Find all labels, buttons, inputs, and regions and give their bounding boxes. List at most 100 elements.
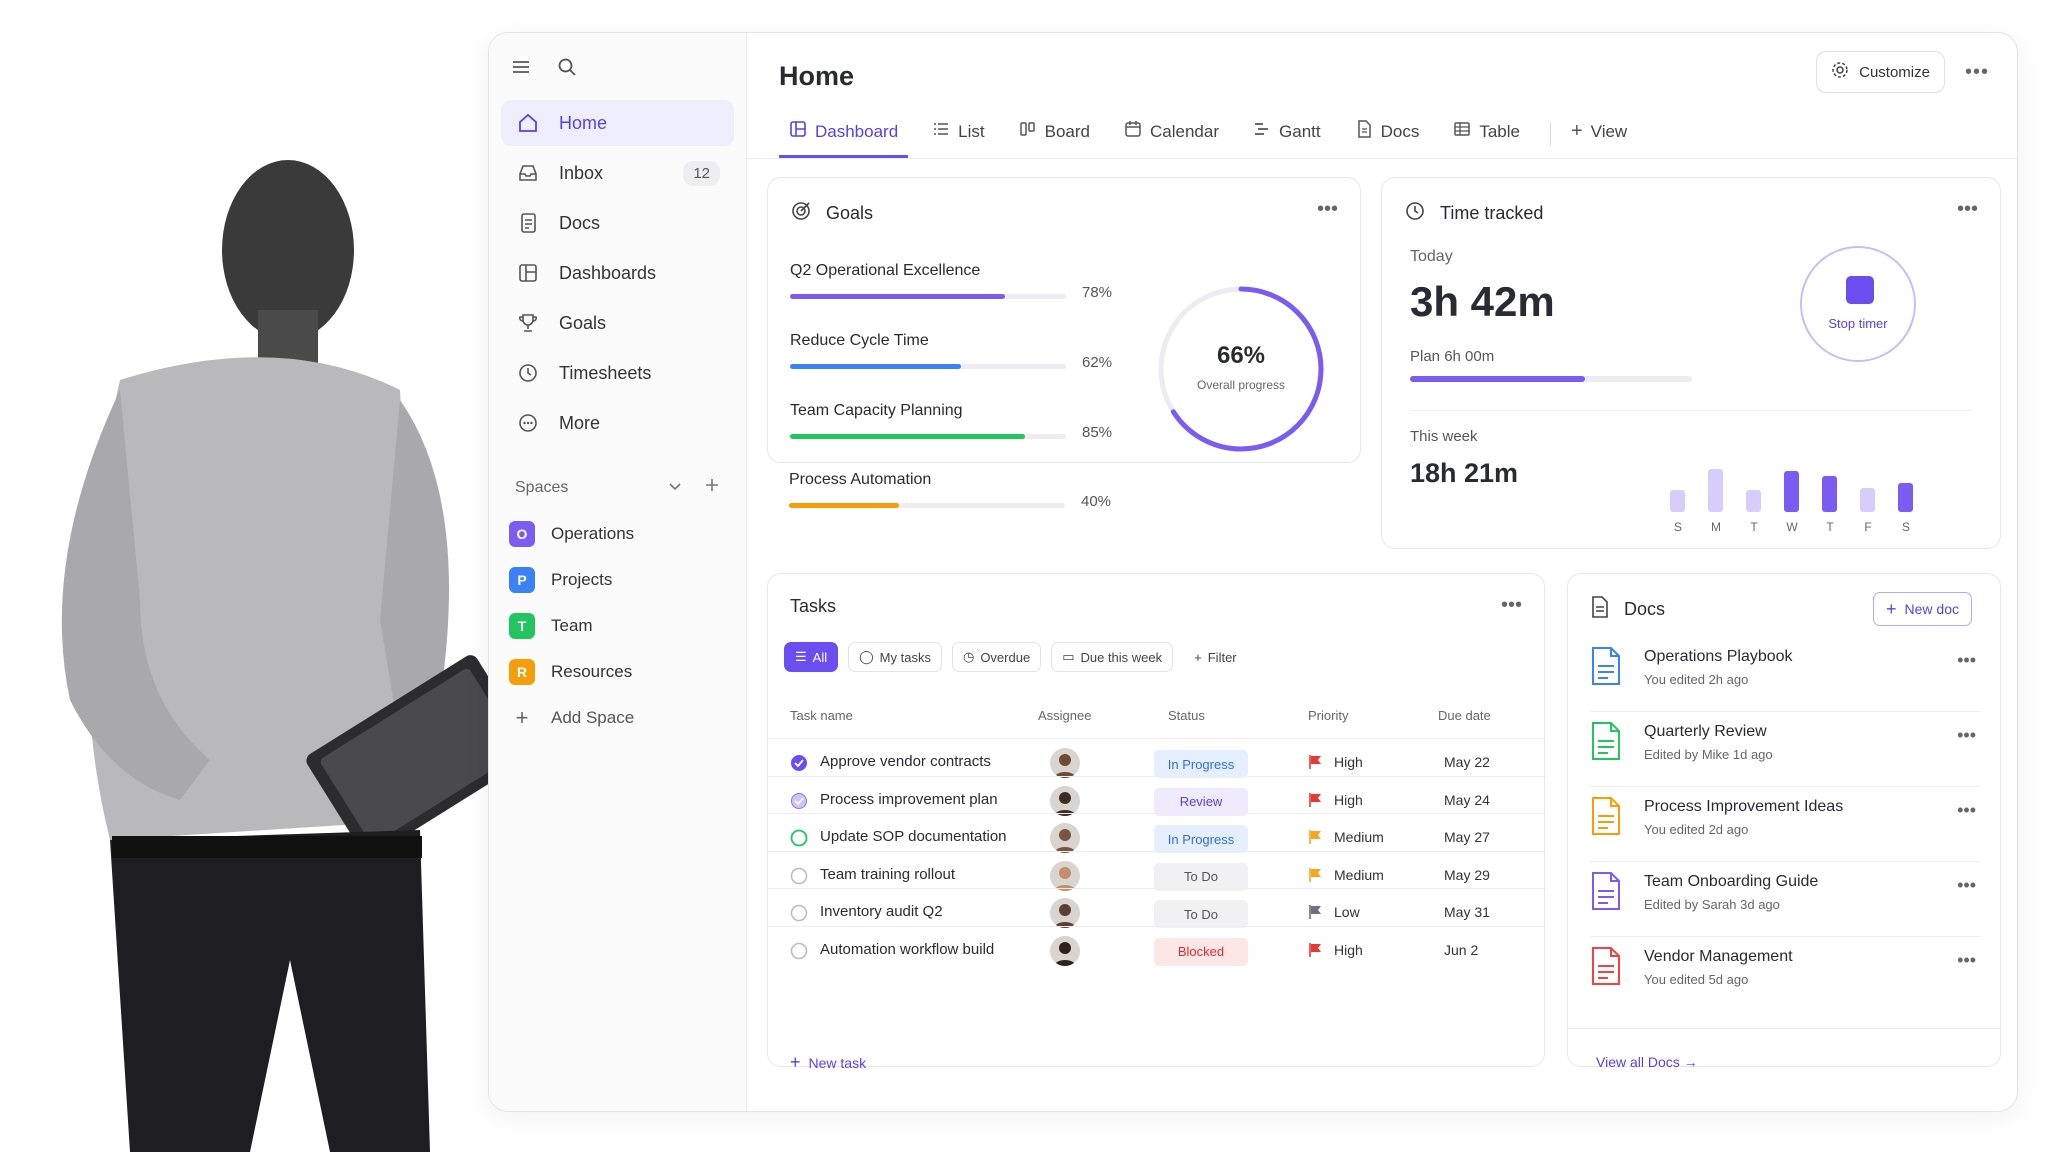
add-space-button[interactable]: + Add Space bbox=[501, 695, 734, 741]
column-header[interactable]: Task name bbox=[790, 708, 853, 723]
goal-item[interactable]: Process Automation 40% bbox=[789, 471, 1119, 510]
column-header[interactable]: Status bbox=[1168, 708, 1205, 723]
sidebar-item-more[interactable]: More bbox=[501, 400, 734, 446]
status-badge[interactable]: Review bbox=[1154, 787, 1248, 816]
doc-list-item[interactable]: Team Onboarding Guide Edited by Sarah 3d … bbox=[1590, 863, 1980, 937]
tab-table[interactable]: Table bbox=[1443, 108, 1530, 158]
task-name[interactable]: Inventory audit Q2 bbox=[820, 903, 943, 920]
doc-list-item[interactable]: Operations Playbook You edited 2h ago ••• bbox=[1590, 638, 1980, 712]
filter-button[interactable]: + Filter bbox=[1183, 642, 1248, 672]
plan-progress-bar bbox=[1410, 376, 1692, 382]
status-badge[interactable]: To Do bbox=[1154, 862, 1248, 891]
sidebar-item-goals[interactable]: Goals bbox=[501, 300, 734, 346]
space-avatar: T bbox=[509, 613, 535, 639]
due-date: Jun 2 bbox=[1444, 941, 1479, 958]
view-all-docs-link[interactable]: View all Docs → bbox=[1596, 1054, 1698, 1070]
dashboard-icon bbox=[515, 260, 541, 286]
sidebar: Home Inbox 12 Docs Dashboards Goals T bbox=[489, 33, 747, 1111]
goal-item[interactable]: Team Capacity Planning 85% bbox=[790, 402, 1120, 441]
task-name[interactable]: Team training rollout bbox=[820, 865, 956, 883]
new-task-button[interactable]: + New task bbox=[790, 1052, 866, 1073]
table-row[interactable]: Approve vendor contracts In Progress High M… bbox=[768, 738, 1546, 786]
chevron-down-icon[interactable] bbox=[668, 476, 682, 499]
space-label: Resources bbox=[551, 662, 633, 681]
tab-board[interactable]: Board bbox=[1009, 108, 1100, 158]
tab-dashboard[interactable]: Dashboard bbox=[779, 108, 909, 158]
space-resources[interactable]: R Resources bbox=[501, 649, 734, 695]
column-header[interactable]: Due date bbox=[1438, 708, 1491, 723]
status-badge[interactable]: To Do bbox=[1154, 900, 1248, 928]
more-options-icon[interactable]: ••• bbox=[1316, 198, 1338, 220]
more-options-icon[interactable]: ••• bbox=[1957, 725, 1976, 745]
tab-label: Board bbox=[1044, 121, 1091, 141]
filter-all[interactable]: ☰ All bbox=[784, 642, 839, 672]
doc-file-icon bbox=[1590, 646, 1622, 691]
add-view-button[interactable]: + View bbox=[1561, 108, 1637, 158]
status-badge[interactable]: Blocked bbox=[1154, 937, 1248, 966]
task-name[interactable]: Automation workflow build bbox=[820, 940, 995, 958]
task-checkbox[interactable] bbox=[790, 942, 808, 960]
task-checkbox[interactable] bbox=[790, 904, 808, 922]
more-options-icon[interactable]: ••• bbox=[1957, 800, 1976, 820]
search-icon[interactable] bbox=[557, 57, 577, 82]
tab-calendar[interactable]: Calendar bbox=[1114, 108, 1229, 158]
doc-list-item[interactable]: Quarterly Review Edited by Mike 1d ago ••• bbox=[1590, 713, 1980, 787]
due-date: May 24 bbox=[1444, 791, 1490, 808]
task-name[interactable]: Process improvement plan bbox=[820, 790, 998, 808]
task-checkbox[interactable] bbox=[790, 867, 808, 885]
table-row[interactable]: Inventory audit Q2 To Do Low May 31 bbox=[768, 888, 1546, 936]
more-options-icon[interactable]: ••• bbox=[1956, 198, 1978, 220]
more-options-icon[interactable]: ••• bbox=[1957, 950, 1976, 970]
flag-icon bbox=[1308, 754, 1322, 775]
column-header[interactable]: Priority bbox=[1308, 708, 1349, 723]
new-doc-label: New doc bbox=[1904, 601, 1959, 617]
add-space-icon[interactable] bbox=[704, 476, 720, 499]
space-operations[interactable]: O Operations bbox=[501, 511, 734, 557]
task-checkbox[interactable] bbox=[790, 792, 808, 810]
goal-percent: 62% bbox=[1082, 354, 1113, 371]
tab-gantt[interactable]: Gantt bbox=[1243, 108, 1331, 158]
tab-list[interactable]: List bbox=[922, 108, 994, 158]
menu-icon[interactable] bbox=[511, 57, 531, 82]
status-badge[interactable]: In Progress bbox=[1154, 825, 1248, 853]
more-options-icon[interactable]: ••• bbox=[1500, 594, 1522, 616]
table-row[interactable]: Automation workflow build Blocked High Jun … bbox=[768, 925, 1546, 974]
table-row[interactable]: Process improvement plan Review High May 24 bbox=[768, 775, 1546, 824]
task-name[interactable]: Approve vendor contracts bbox=[820, 753, 991, 770]
space-team[interactable]: T Team bbox=[501, 603, 734, 649]
more-options-icon[interactable]: ••• bbox=[1957, 875, 1976, 895]
table-row[interactable]: Update SOP documentation In Progress Mediu… bbox=[768, 813, 1546, 861]
table-row[interactable]: Team training rollout To Do Medium May 29 bbox=[768, 850, 1546, 899]
new-doc-button[interactable]: + New doc bbox=[1873, 592, 1972, 626]
avatar bbox=[1050, 823, 1080, 853]
goal-item[interactable]: Reduce Cycle Time 62% bbox=[790, 332, 1120, 371]
column-header[interactable]: Assignee bbox=[1038, 708, 1092, 723]
filter-label: Due this week bbox=[1080, 649, 1163, 665]
task-name[interactable]: Update SOP documentation bbox=[820, 828, 1007, 845]
task-checkbox[interactable] bbox=[790, 754, 808, 772]
filter-due-this-week[interactable]: ▭ Due this week bbox=[1051, 642, 1174, 672]
divider bbox=[1410, 410, 1972, 411]
filter-overdue[interactable]: ◷ Overdue bbox=[951, 642, 1042, 672]
sidebar-item-inbox[interactable]: Inbox 12 bbox=[501, 150, 734, 196]
sidebar-item-home[interactable]: Home bbox=[501, 100, 734, 146]
filter-my-tasks[interactable]: ◯ My tasks bbox=[848, 642, 942, 672]
today-value: 3h 42m bbox=[1410, 278, 1555, 325]
space-projects[interactable]: P Projects bbox=[501, 557, 734, 603]
goal-progress-bar bbox=[790, 294, 1066, 299]
sidebar-item-timesheets[interactable]: Timesheets bbox=[501, 350, 734, 396]
doc-list-item[interactable]: Process Improvement Ideas You edited 2d a… bbox=[1590, 788, 1980, 862]
overall-progress-ring: 66% Overall progress bbox=[1154, 282, 1328, 456]
doc-list-item[interactable]: Vendor Management You edited 5d ago ••• bbox=[1590, 938, 1980, 1012]
sidebar-item-docs[interactable]: Docs bbox=[501, 200, 734, 246]
more-options-icon[interactable]: ••• bbox=[1957, 650, 1976, 670]
customize-button[interactable]: Customize bbox=[1816, 51, 1945, 93]
stop-timer-button[interactable]: Stop timer bbox=[1800, 246, 1916, 362]
sidebar-item-dashboards[interactable]: Dashboards bbox=[501, 250, 734, 296]
status-badge[interactable]: In Progress bbox=[1154, 750, 1248, 778]
task-checkbox[interactable] bbox=[790, 829, 808, 847]
goal-item[interactable]: Q2 Operational Excellence 78% bbox=[790, 262, 1120, 301]
tab-docs[interactable]: Docs bbox=[1345, 108, 1430, 158]
doc-icon bbox=[515, 210, 541, 236]
more-options-icon[interactable]: ••• bbox=[1964, 60, 1989, 83]
